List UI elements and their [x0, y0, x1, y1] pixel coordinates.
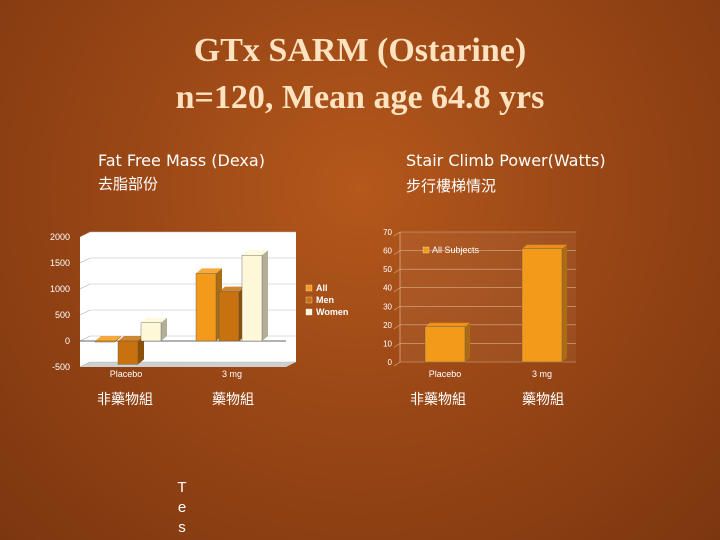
y-tick-label: 50: [383, 265, 392, 274]
y-tick-label: -500: [52, 362, 70, 372]
vertical-text: T e s: [175, 478, 189, 538]
bar-women-3mg: [241, 250, 268, 342]
slide-title-line2: n=120, Mean age 64.8 yrs: [175, 79, 545, 116]
legend-swatch: [305, 296, 313, 304]
y-tick-label: 70: [383, 228, 392, 237]
group-label-placebo-left: 非藥物組: [97, 392, 153, 408]
legend-label: All: [316, 283, 328, 293]
bar-all-subjects-3mg: [521, 244, 567, 363]
left-heading-en: Fat Free Mass (Dexa): [98, 151, 265, 170]
y-tick-label: 30: [383, 302, 392, 311]
legend-label: Men: [316, 295, 334, 305]
bar-women-placebo: [140, 317, 167, 342]
legend-swatch: [422, 246, 430, 254]
y-tick-label: 500: [55, 310, 70, 320]
vertical-letter: s: [178, 519, 186, 536]
y-tick-label: 10: [383, 339, 392, 348]
y-tick-label: 0: [65, 336, 70, 346]
x-tick-label: 3 mg: [532, 369, 552, 379]
y-tick-label: 20: [383, 321, 392, 330]
group-label-drug-right: 藥物組: [522, 392, 564, 408]
fat-free-mass-chart: 2000 1500 1000 500 0 -500 Placebo 3 mg All Men Wom…: [50, 231, 348, 379]
legend-swatch: [305, 308, 313, 316]
stair-climb-power-chart: 70 60 50 40 30 20 10 0 Placebo 3 mg All Subjects: [383, 228, 576, 379]
y-tick-label: 1500: [50, 258, 70, 268]
right-heading-zh: 步行樓梯情況: [406, 177, 497, 195]
bar-all-subjects-placebo: [424, 322, 470, 363]
group-label-placebo-right: 非藥物組: [410, 392, 466, 408]
x-tick-label: 3 mg: [222, 369, 242, 379]
right-heading-en: Stair Climb Power(Watts): [406, 151, 606, 170]
group-label-drug-left: 藥物組: [212, 392, 254, 408]
x-tick-label: Placebo: [110, 369, 143, 379]
legend-swatch: [305, 284, 313, 292]
legend-label: Women: [316, 307, 348, 317]
bar-all-placebo: [94, 336, 121, 343]
bar-men-3mg: [218, 286, 245, 342]
y-tick-label: 0: [388, 358, 393, 367]
y-tick-label: 2000: [50, 232, 70, 242]
bar-all-3mg: [195, 268, 222, 342]
y-tick-label: 1000: [50, 284, 70, 294]
bar-men-placebo: [117, 336, 144, 365]
slide-title-line1: GTx SARM (Ostarine): [193, 32, 527, 69]
x-tick-label: Placebo: [429, 369, 462, 379]
vertical-letter: T: [177, 479, 187, 496]
legend-label: All Subjects: [432, 245, 480, 255]
y-tick-label: 40: [383, 284, 392, 293]
vertical-letter: e: [177, 499, 187, 516]
plot-floor: [80, 362, 296, 367]
left-heading-zh: 去脂部份: [98, 175, 159, 193]
y-tick-label: 60: [383, 247, 392, 256]
